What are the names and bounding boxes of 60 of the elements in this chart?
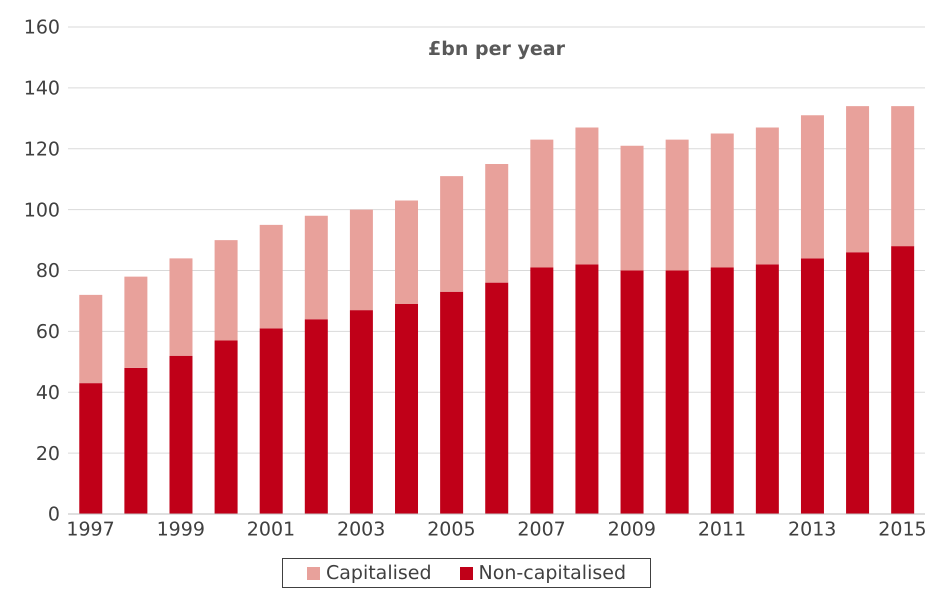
bar [530, 140, 554, 268]
x-tick-label: 1997 [66, 518, 115, 540]
x-tick-label: 2015 [878, 518, 927, 540]
x-tick-label: 2005 [427, 518, 476, 540]
bar [891, 246, 914, 514]
bar [666, 270, 689, 514]
bar [710, 134, 734, 268]
legend-label: Capitalised [324, 562, 432, 584]
bar [846, 252, 870, 514]
bar [260, 224, 283, 328]
bar [620, 146, 644, 270]
x-tick-label: 1999 [156, 518, 205, 540]
y-tick-label: 160 [24, 16, 60, 39]
bar [124, 368, 148, 514]
x-tick-label: 2013 [788, 518, 836, 540]
x-tick-label: 2009 [608, 518, 656, 540]
bar [395, 304, 418, 514]
legend-label: Non-capitalised [478, 562, 626, 584]
bar [169, 356, 192, 514]
bar [666, 140, 689, 270]
bar [846, 106, 870, 252]
y-tick-label: 0 [48, 504, 60, 526]
y-tick-label: 140 [24, 78, 60, 100]
bar [800, 115, 824, 258]
bar [756, 264, 779, 514]
bar [485, 164, 508, 283]
bar [440, 292, 464, 514]
bar [260, 328, 283, 514]
bar [575, 127, 598, 264]
bar [800, 258, 824, 514]
bar [710, 267, 734, 514]
bar [620, 270, 644, 514]
x-tick-label: 2001 [246, 518, 296, 540]
bar [124, 276, 148, 368]
y-tick-label: 80 [36, 260, 60, 282]
bar [214, 340, 238, 514]
x-tick-label: 2003 [337, 518, 386, 540]
bar [304, 319, 328, 514]
y-tick-label: 60 [36, 321, 60, 344]
bar [214, 240, 238, 341]
bar [350, 310, 373, 514]
y-tick-label: 40 [36, 382, 60, 404]
text: £bn per year [427, 38, 566, 60]
bar [395, 200, 418, 304]
bar [575, 264, 598, 514]
y-tick-label: 120 [24, 138, 60, 160]
bar [440, 176, 464, 292]
x-tick-label: 2011 [698, 518, 746, 540]
bar [891, 106, 914, 246]
bar [79, 294, 102, 384]
bar [485, 282, 508, 514]
y-tick-label: 100 [24, 199, 60, 222]
bar [169, 258, 192, 356]
bar [79, 383, 102, 514]
y-tick-label: 20 [36, 442, 60, 465]
x-tick-label: 2007 [517, 518, 566, 540]
bar [530, 267, 554, 514]
bar [350, 210, 373, 310]
bar [304, 216, 328, 320]
bar [756, 127, 779, 264]
